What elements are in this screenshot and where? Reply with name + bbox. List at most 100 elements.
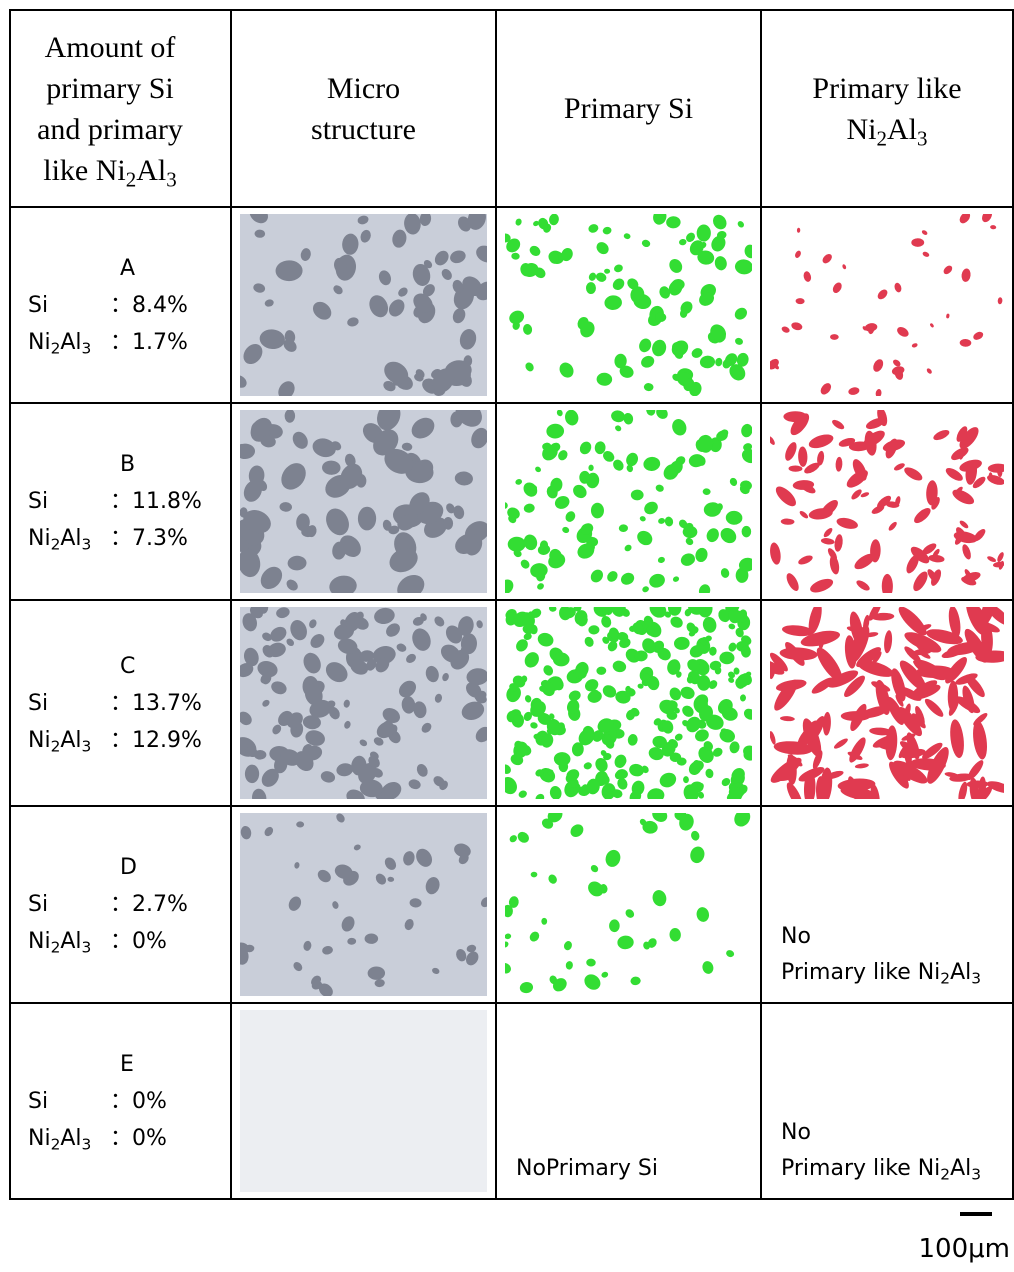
- text: Primary like Ni: [781, 960, 940, 985]
- text: ：: [110, 1120, 132, 1157]
- subscript: 2: [51, 939, 61, 957]
- si-row: Si：13.7%: [28, 685, 231, 722]
- text: Al: [60, 728, 81, 753]
- label: Ni2Al3: [28, 520, 110, 557]
- text: Al: [887, 113, 917, 146]
- label: Ni2Al3: [28, 923, 110, 960]
- header-text: Amount of primary Si and primary like Ni…: [23, 27, 198, 191]
- text: No: [516, 1156, 546, 1181]
- text: Ni: [28, 929, 51, 954]
- label: Si: [28, 483, 110, 520]
- subscript: 2: [877, 126, 888, 150]
- si-row: Si ：8.4%: [28, 287, 231, 324]
- subscript: 2: [51, 1135, 61, 1153]
- row-id: C: [28, 648, 231, 685]
- label: Ni2Al3: [28, 324, 110, 361]
- text: 0%: [132, 923, 167, 960]
- text: Micro structure: [311, 72, 416, 146]
- header-cell: Primary like Ni2Al3: [761, 10, 1013, 207]
- text: Ni: [28, 330, 51, 355]
- text: Si: [28, 293, 48, 318]
- text: NoPrimary Si: [516, 1151, 761, 1187]
- text: 8.4%: [132, 287, 188, 324]
- scale-bar: [960, 1212, 992, 1216]
- subscript: 3: [971, 970, 981, 988]
- subscript: 3: [917, 126, 928, 150]
- header-text: Primary Si: [529, 88, 729, 129]
- micrograph: [770, 410, 1004, 593]
- text: Al: [60, 929, 81, 954]
- text: Si: [28, 892, 48, 917]
- text: D: [120, 855, 137, 880]
- label: Si: [28, 886, 110, 923]
- text: ：: [110, 685, 132, 722]
- text: Al: [950, 960, 971, 985]
- row-id: B: [28, 446, 231, 483]
- row-id: E: [28, 1046, 231, 1083]
- micrograph: [240, 813, 487, 996]
- label-cell: D Si：2.7%Ni2Al3：0%: [10, 806, 231, 1003]
- subscript: 3: [82, 737, 92, 755]
- subscript: 3: [971, 1166, 981, 1184]
- text: ：: [110, 722, 132, 759]
- si-row: Si：0%: [28, 1083, 231, 1120]
- label: Ni2Al3: [28, 722, 110, 759]
- text: 12.9%: [132, 722, 202, 759]
- text: ：: [110, 520, 132, 557]
- header-cell: Primary Si: [496, 10, 761, 207]
- subscript: 3: [166, 167, 177, 191]
- micrograph: [240, 410, 487, 593]
- text: C: [120, 654, 135, 679]
- text: Primary Si: [564, 92, 693, 125]
- text: Primary Si: [546, 1156, 658, 1181]
- text: ：: [110, 287, 132, 324]
- subscript: 3: [82, 1135, 92, 1153]
- text: 0%: [132, 1083, 167, 1120]
- text: ：: [110, 923, 132, 960]
- text: Ni: [28, 1126, 51, 1151]
- text: Ni: [28, 526, 51, 551]
- micrograph: [240, 214, 487, 396]
- line-1: No: [781, 919, 1013, 955]
- scale-label: 100μm: [880, 1234, 1010, 1264]
- text: Si: [28, 1089, 48, 1114]
- micrograph: [505, 813, 752, 996]
- no-data: NoPrimary Si: [496, 1003, 761, 1199]
- micrograph: [240, 1010, 487, 1192]
- text: ：: [110, 483, 132, 520]
- header-text: Primary like Ni2Al3: [787, 68, 987, 150]
- text: Si: [28, 691, 48, 716]
- text: Al: [136, 154, 166, 187]
- line-2: Primary like Ni2Al3: [781, 955, 1013, 991]
- subscript: 3: [82, 339, 92, 357]
- micrograph: [770, 607, 1004, 799]
- text: 1.7%: [132, 324, 188, 361]
- ni-row: Ni2Al3：0%: [28, 923, 231, 960]
- subscript: 3: [82, 536, 92, 554]
- no-data: NoPrimary like Ni2Al3: [761, 806, 1013, 1003]
- ni-row: Ni2Al3：7.3%: [28, 520, 231, 557]
- text: Si: [28, 489, 48, 514]
- subscript: 2: [51, 339, 61, 357]
- header-text: Micro structure: [299, 68, 429, 150]
- text: 11.8%: [132, 483, 202, 520]
- si-row: Si ：11.8%: [28, 483, 231, 520]
- line-1: No: [781, 1115, 1013, 1151]
- subscript: 2: [51, 737, 61, 755]
- micrograph: [240, 607, 487, 799]
- label-cell: E Si：0%Ni2Al3：0%: [10, 1003, 231, 1199]
- subscript: 2: [940, 1166, 950, 1184]
- ni-row: Ni2Al3：0%: [28, 1120, 231, 1157]
- label: Si: [28, 1083, 110, 1120]
- label: Si: [28, 287, 110, 324]
- text: E: [120, 1052, 134, 1077]
- text: Ni: [28, 728, 51, 753]
- label: Ni2Al3: [28, 1120, 110, 1157]
- subscript: 2: [940, 970, 950, 988]
- text: Al: [60, 330, 81, 355]
- si-row: Si：2.7%: [28, 886, 231, 923]
- text: Primary like Ni: [781, 1156, 940, 1181]
- micrograph: [770, 214, 1004, 396]
- micrograph: [505, 410, 752, 593]
